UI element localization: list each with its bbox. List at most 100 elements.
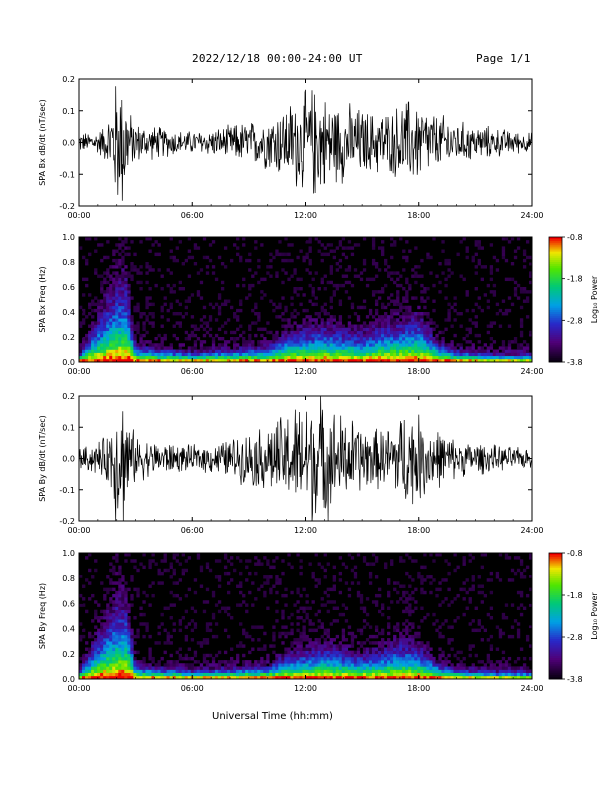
spectrogram-cell — [296, 255, 300, 260]
spectrogram-cell — [459, 587, 463, 592]
spectrogram-cell — [293, 358, 297, 363]
spectrogram-cell — [230, 355, 234, 360]
spectrogram-cell — [109, 265, 113, 269]
spectrogram-cell — [338, 612, 343, 617]
spectrogram-cell — [214, 333, 219, 338]
spectrogram-cell — [296, 312, 300, 316]
spectrogram-cell — [429, 327, 433, 332]
spectrogram-cell — [202, 321, 207, 325]
spectrogram-cell — [399, 346, 403, 350]
spectrogram-cell — [381, 346, 385, 350]
spectrogram-cell — [350, 358, 355, 363]
spectrogram-cell — [453, 669, 457, 673]
spectrogram-cell — [106, 305, 110, 310]
spectrogram-cell — [374, 641, 379, 645]
spectrogram-cell — [335, 349, 340, 353]
spectrogram-cell — [320, 277, 324, 282]
spectrogram-cell — [381, 321, 385, 325]
spectrogram-cell — [314, 340, 318, 344]
spectrogram-cell — [311, 327, 315, 332]
x-axis-title: Universal Time (hh:mm) — [212, 711, 333, 722]
spectrogram-cell — [112, 293, 116, 297]
spectrogram-cell — [377, 644, 382, 648]
spectrogram-cell — [441, 240, 445, 244]
spectrogram-cell — [278, 634, 282, 639]
spectrogram-cell — [127, 669, 131, 673]
colorbar-segment — [549, 641, 562, 644]
spectrogram-cell — [223, 346, 228, 350]
spectrogram-cell — [127, 672, 131, 677]
spectrogram-cell — [426, 675, 430, 680]
spectrogram-cell — [127, 647, 131, 651]
spectrogram-cell — [320, 355, 324, 360]
spectrogram-cell — [444, 355, 448, 360]
spectrogram-cell — [501, 650, 506, 655]
spectrogram-cell — [384, 358, 388, 363]
spectrogram-cell — [384, 565, 388, 570]
spectrogram-cell — [97, 641, 101, 645]
spectrogram-cell — [124, 612, 128, 617]
spectrogram-cell — [151, 669, 155, 673]
spectrogram-cell — [124, 581, 128, 585]
spectrogram-cell — [450, 305, 454, 310]
spectrogram-cell — [199, 666, 204, 670]
spectrogram-cell — [387, 647, 391, 651]
spectrogram-cell — [374, 625, 379, 629]
spectrogram-cell — [175, 559, 179, 563]
spectrogram-cell — [317, 312, 321, 316]
spectrogram-cell — [106, 619, 110, 623]
spectrogram-cell — [393, 644, 397, 648]
spectrogram-cell — [356, 669, 361, 673]
spectrogram-cell — [402, 675, 406, 680]
spectrogram-cell — [233, 663, 237, 667]
spectrogram-cell — [489, 324, 494, 328]
spectrogram-cell — [193, 262, 198, 266]
spectrogram-cell — [296, 330, 300, 335]
spectrogram-cell — [145, 672, 149, 677]
spectrogram-cell — [118, 315, 122, 319]
spectrogram-cell — [411, 656, 415, 661]
spectrogram-cell — [402, 653, 406, 658]
spectrogram-cell — [88, 660, 92, 664]
spectrogram-cell — [381, 612, 385, 617]
spectrogram-cell — [408, 666, 412, 670]
spectrogram-cell — [106, 324, 110, 328]
spectrogram-cell — [178, 647, 182, 651]
spectrogram-cell — [423, 324, 427, 328]
spectrogram-cell — [184, 663, 189, 667]
spectrogram-cell — [160, 355, 164, 360]
spectrogram-cell — [335, 324, 340, 328]
spectrogram-cell — [118, 337, 122, 341]
spectrogram-cell — [91, 349, 95, 353]
spectrogram-cell — [217, 584, 222, 588]
spectrogram-cell — [317, 249, 321, 253]
spectrogram-cell — [359, 340, 364, 344]
spectrogram-cell — [130, 631, 134, 636]
spectrogram-cell — [311, 628, 315, 633]
spectrogram-cell — [507, 349, 512, 353]
spectrogram-cell — [387, 315, 391, 319]
spectrogram-cell — [248, 287, 252, 291]
spectrogram-cell — [513, 675, 518, 680]
colorbar-segment — [549, 259, 562, 263]
spectrogram-cell — [287, 647, 291, 651]
spectrogram-cell — [359, 672, 364, 677]
spectrogram-cell — [516, 669, 521, 673]
spectrogram-cell — [181, 675, 185, 680]
spectrogram-cell — [519, 562, 524, 566]
spectrogram-cell — [323, 553, 327, 557]
spectrogram-cell — [329, 656, 333, 661]
spectrogram-cell — [510, 355, 515, 360]
spectrogram-cell — [441, 358, 445, 363]
spectrogram-cell — [371, 600, 376, 604]
spectrogram-cell — [402, 305, 406, 310]
spectrogram-cell — [112, 352, 116, 357]
x-tick-label: 06:00 — [181, 367, 204, 376]
spectrogram-cell — [516, 590, 521, 595]
spectrogram-cell — [417, 274, 421, 278]
spectrogram-cell — [468, 318, 472, 322]
colorbar-label: Log₁₀ Power — [590, 275, 599, 323]
spectrogram-cell — [341, 647, 346, 651]
spectrogram-cell — [263, 575, 267, 579]
spectrogram-cell — [136, 587, 140, 592]
